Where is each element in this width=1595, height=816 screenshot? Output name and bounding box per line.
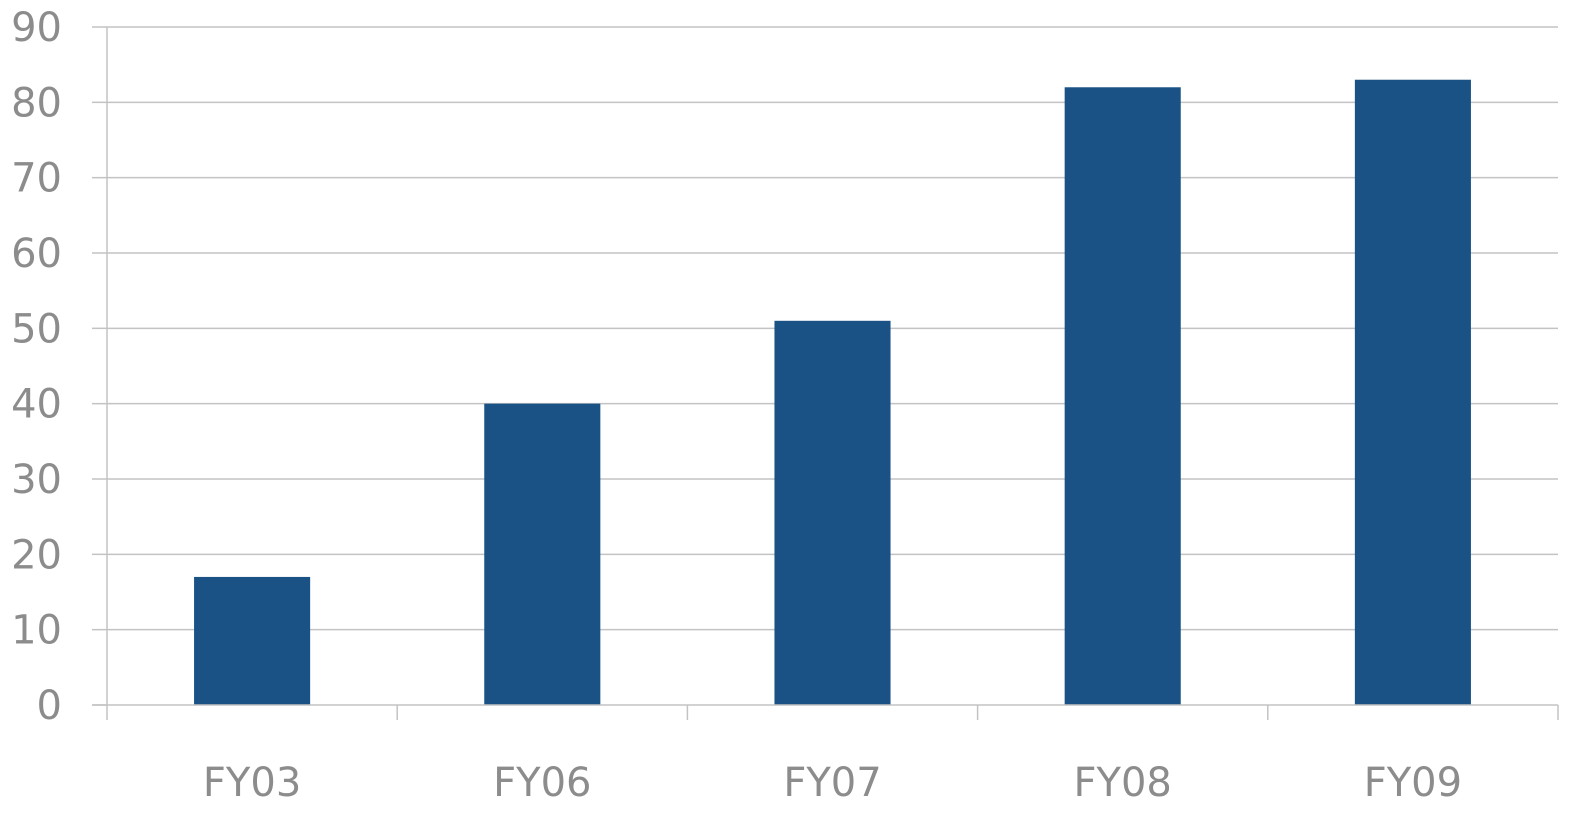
y-tick-label: 0	[37, 683, 62, 729]
bar-fy08	[1064, 87, 1181, 706]
bars	[194, 79, 1471, 706]
y-tick-label: 20	[11, 532, 62, 578]
bar-fy03	[194, 576, 311, 705]
x-tick-labels: FY03 FY06 FY07 FY08 FY09	[203, 760, 1462, 806]
bar-fy07	[774, 320, 891, 705]
x-tick-label: FY08	[1074, 760, 1172, 806]
axes	[92, 26, 1559, 720]
x-tick-label: FY07	[783, 760, 881, 806]
y-tick-label: 90	[11, 5, 62, 51]
x-tick-label: FY09	[1364, 760, 1462, 806]
y-tick-label: 70	[11, 156, 62, 202]
y-tick-label: 10	[11, 608, 62, 654]
x-tick-label: FY03	[203, 760, 301, 806]
y-tick-labels: 0 10 20 30 40 50 60 70 80 90	[11, 5, 62, 729]
y-tick-label: 80	[11, 80, 62, 126]
y-tick-label: 60	[11, 231, 62, 277]
y-tick-label: 30	[11, 457, 62, 503]
bar-fy09	[1354, 79, 1471, 705]
y-tick-label: 40	[11, 382, 62, 428]
bar-fy06	[484, 403, 601, 705]
x-tick-label: FY06	[493, 760, 591, 806]
y-tick-label: 50	[11, 306, 62, 352]
